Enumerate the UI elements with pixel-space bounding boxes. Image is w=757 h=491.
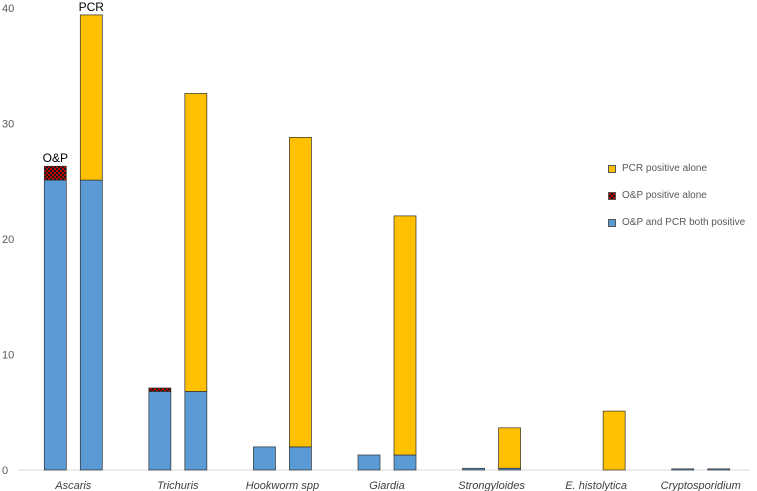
bar-segment	[707, 468, 731, 471]
bar-segment	[43, 165, 67, 181]
category-label: E. histolytica	[565, 480, 627, 491]
category-label: Giardia	[369, 480, 404, 491]
y-tick-label: 20	[2, 234, 14, 246]
category-label: Hookworm spp	[246, 480, 319, 491]
bar-segment	[393, 454, 417, 471]
legend-label: O&P and PCR both positive	[622, 217, 746, 228]
labels: O&P PCR Ascaris Trichuris Hookworm spp Giardi…	[43, 0, 741, 491]
bar-segment	[253, 446, 276, 471]
bar-segment	[671, 468, 695, 471]
category-label: Strongyloides	[458, 480, 525, 491]
bar-segment	[79, 179, 103, 471]
legend-swatch	[608, 218, 616, 227]
legend-item: PCR positive alone	[608, 162, 756, 175]
bar-segment	[393, 215, 417, 456]
y-tick-label: 10	[2, 350, 14, 362]
bar-segment	[498, 427, 521, 469]
legend-item: O&P positive alone	[608, 189, 756, 202]
category-label: Cryptosporidium	[661, 480, 741, 491]
legend-label: PCR positive alone	[622, 163, 708, 174]
bar-type-label: PCR	[79, 0, 105, 14]
bar-segment	[602, 410, 626, 471]
bar-segment	[289, 446, 312, 471]
legend-label: O&P positive alone	[622, 190, 707, 201]
bar-segment	[462, 467, 485, 471]
bar-segment	[43, 179, 67, 471]
y-tick-label: 40	[2, 3, 14, 15]
category-label: Trichuris	[157, 480, 199, 491]
category-label: Ascaris	[54, 480, 92, 491]
bars	[43, 14, 731, 471]
y-tick-label: 0	[2, 465, 8, 477]
y-tick-label: 30	[2, 119, 14, 131]
legend-swatch	[608, 191, 616, 200]
bar-segment	[289, 137, 312, 448]
bar-segment	[79, 14, 103, 181]
bar-segment	[357, 454, 381, 471]
bar-type-label: O&P	[43, 151, 68, 165]
bar-segment	[148, 391, 172, 471]
legend: PCR positive alone O&P positive alone O&P …	[608, 162, 756, 243]
axes: 0 10 20 30 40	[2, 3, 750, 477]
legend-swatch	[608, 164, 616, 173]
bar-segment	[148, 387, 172, 392]
bar-segment	[184, 93, 208, 392]
legend-item: O&P and PCR both positive	[608, 216, 756, 229]
bar-segment	[184, 391, 208, 471]
